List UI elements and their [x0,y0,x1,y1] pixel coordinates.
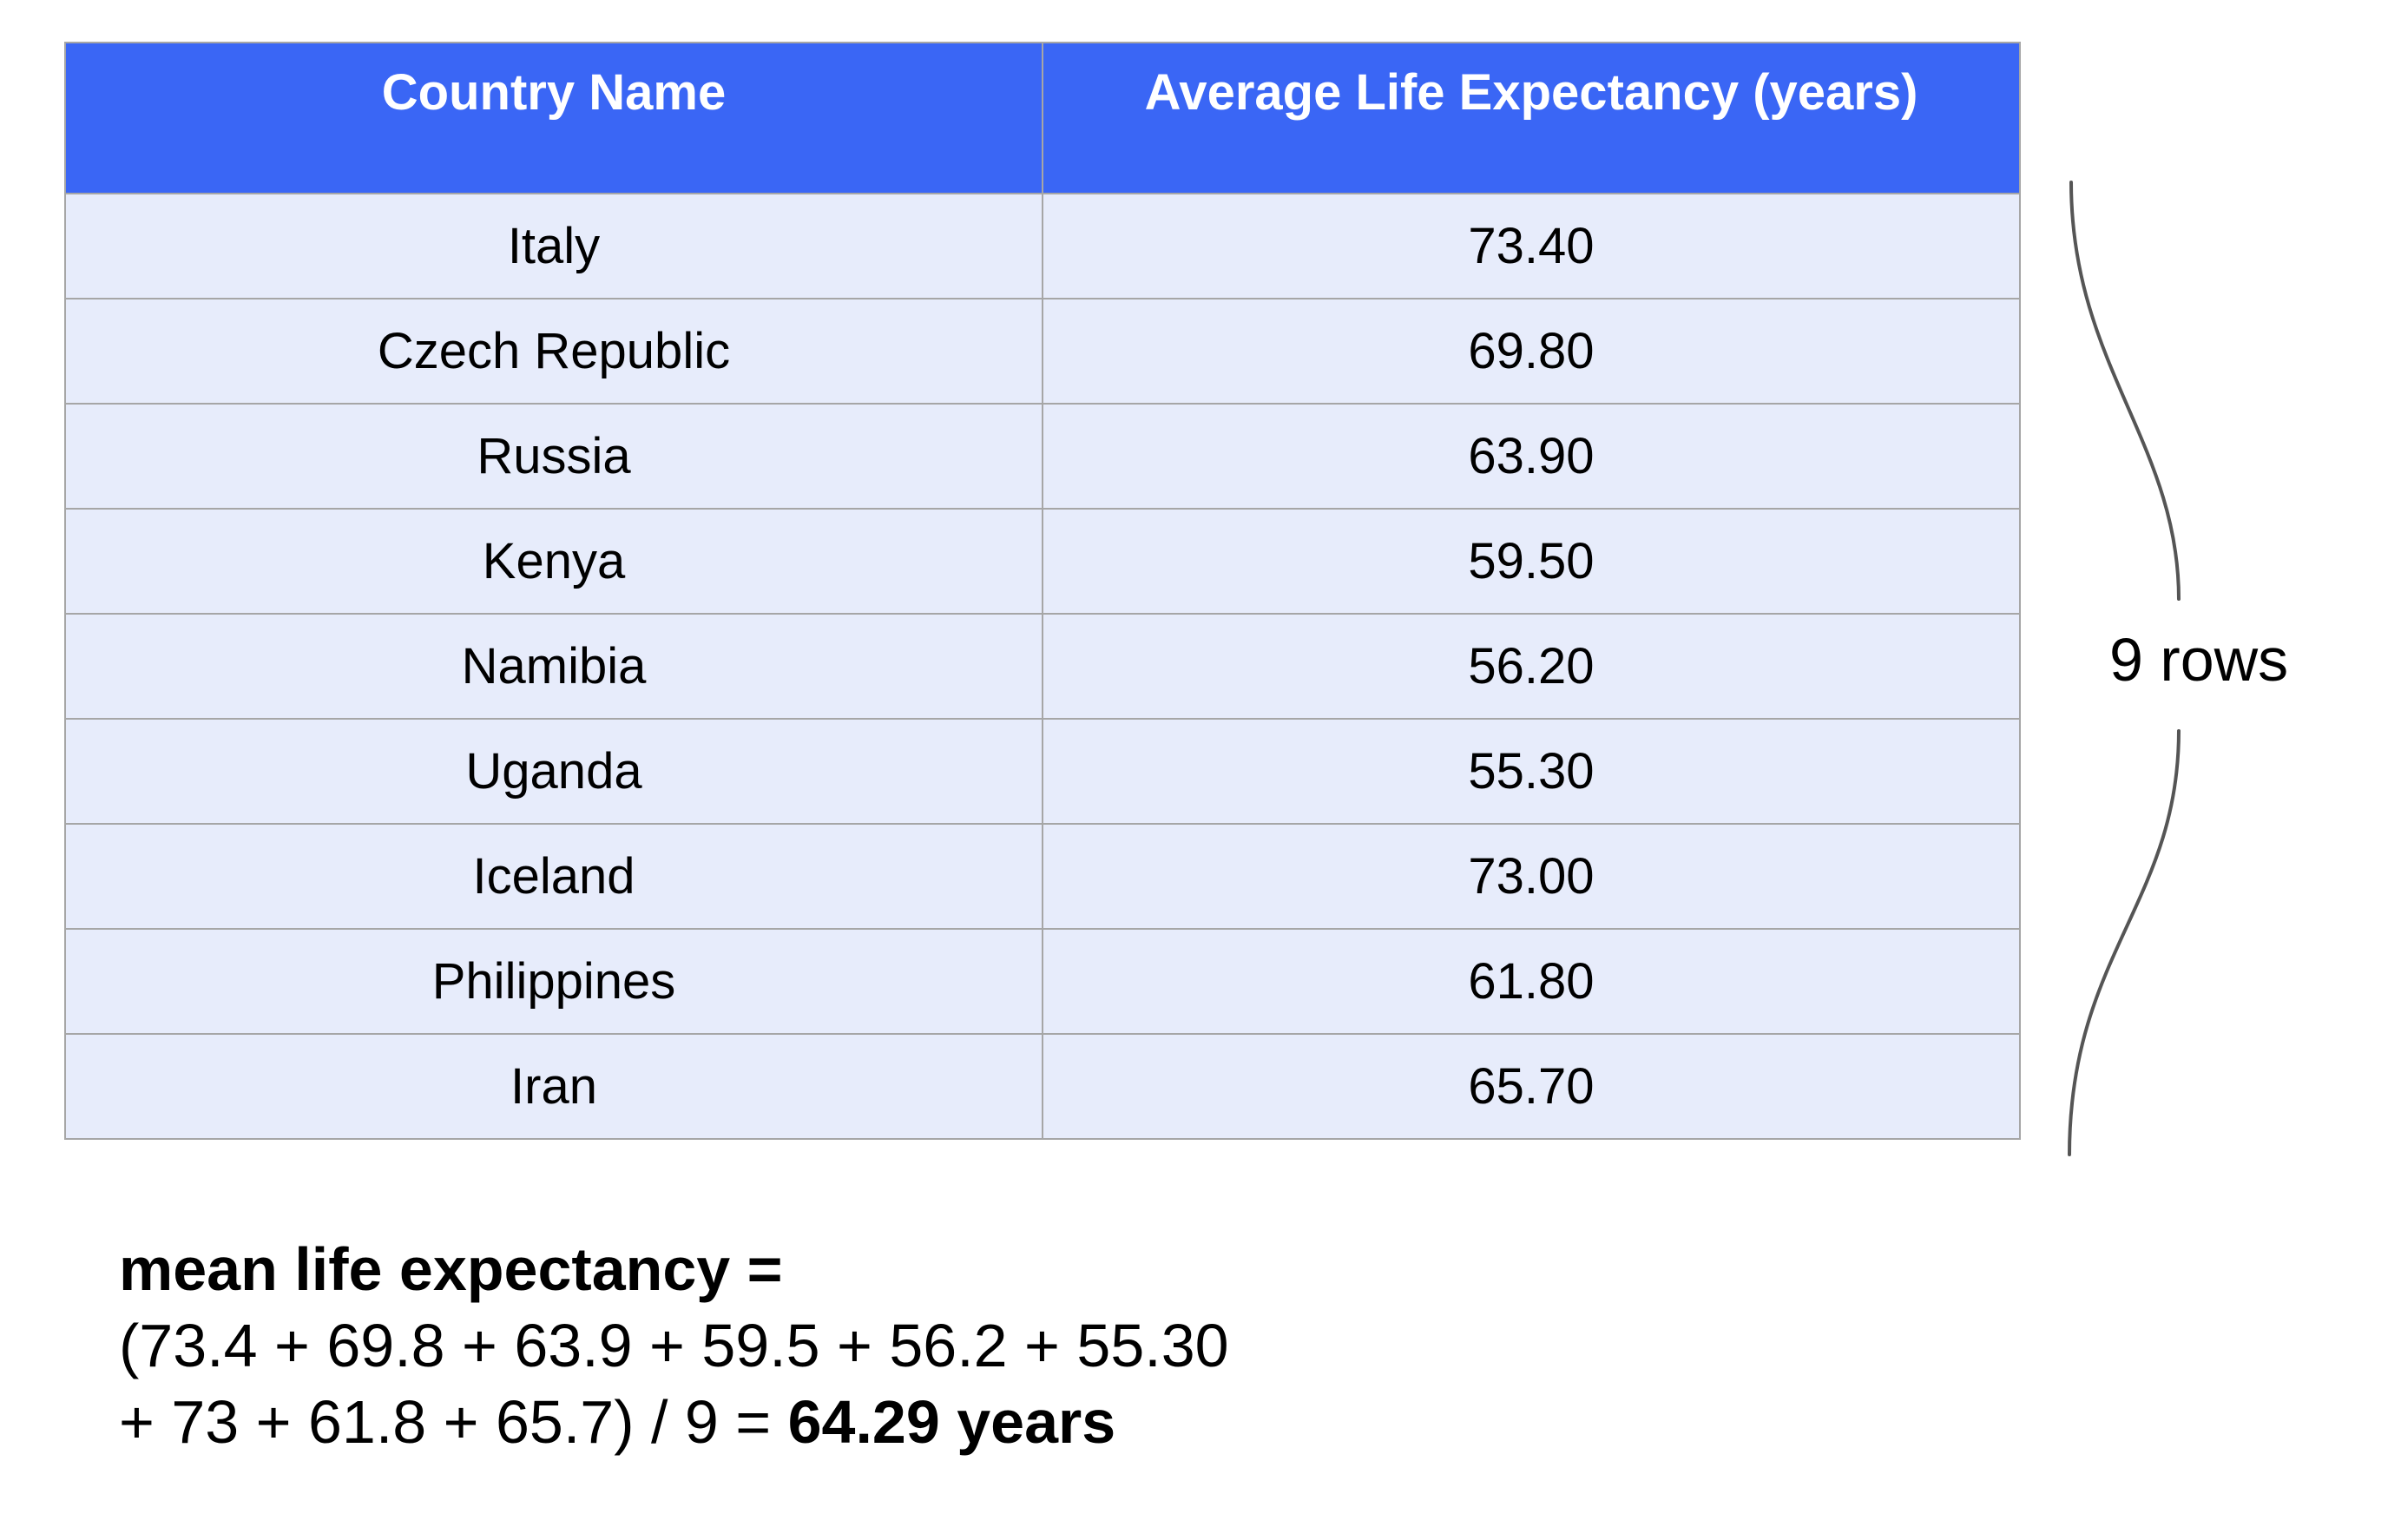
life-expectancy-cell: 65.70 [1042,1033,2021,1140]
row-count-label: 9 rows [2109,626,2289,694]
life-expectancy-cell: 61.80 [1042,928,2021,1035]
life-expectancy-cell: 69.80 [1042,298,2021,405]
table-row: Czech Republic 69.80 [64,298,2021,405]
formula-heading: mean life expectancy = [119,1235,783,1303]
table-header-row: Country Name Average Life Expectancy (ye… [64,42,2021,194]
country-cell: Namibia [64,613,1043,720]
header-average-life-expectancy: Average Life Expectancy (years) [1042,42,2021,194]
formula-sum-line: (73.4 + 69.8 + 63.9 + 59.5 + 56.2 + 55.3… [119,1312,1229,1379]
country-cell: Iran [64,1033,1043,1140]
life-expectancy-cell: 56.20 [1042,613,2021,720]
table-row: Uganda 55.30 [64,718,2021,825]
table-row: Philippines 61.80 [64,928,2021,1035]
table-row: Iran 65.70 [64,1033,2021,1140]
table-row: Italy 73.40 [64,193,2021,299]
country-cell: Philippines [64,928,1043,1035]
brace-lower-stroke [2068,729,2181,1156]
formula-result: 64.29 years [787,1388,1116,1456]
life-expectancy-table: Country Name Average Life Expectancy (ye… [64,42,2021,1140]
table-row: Kenya 59.50 [64,508,2021,615]
curly-brace-icon [2068,181,2181,1156]
table-row: Russia 63.90 [64,403,2021,510]
formula-division-text: + 73 + 61.8 + 65.7) / 9 = [119,1388,788,1456]
header-country-name: Country Name [64,42,1043,194]
formula-division-line: + 73 + 61.8 + 65.7) / 9 = 64.29 years [119,1384,1855,1460]
country-cell: Uganda [64,718,1043,825]
country-cell: Russia [64,403,1043,510]
life-expectancy-cell: 55.30 [1042,718,2021,825]
brace-upper-stroke [2069,181,2181,601]
table-row: Iceland 73.00 [64,823,2021,930]
table-row: Namibia 56.20 [64,613,2021,720]
mean-formula: mean life expectancy = (73.4 + 69.8 + 63… [119,1231,1855,1460]
country-cell: Czech Republic [64,298,1043,405]
life-expectancy-cell: 59.50 [1042,508,2021,615]
country-cell: Kenya [64,508,1043,615]
life-expectancy-cell: 63.90 [1042,403,2021,510]
life-expectancy-cell: 73.40 [1042,193,2021,299]
country-cell: Iceland [64,823,1043,930]
life-expectancy-cell: 73.00 [1042,823,2021,930]
country-cell: Italy [64,193,1043,299]
